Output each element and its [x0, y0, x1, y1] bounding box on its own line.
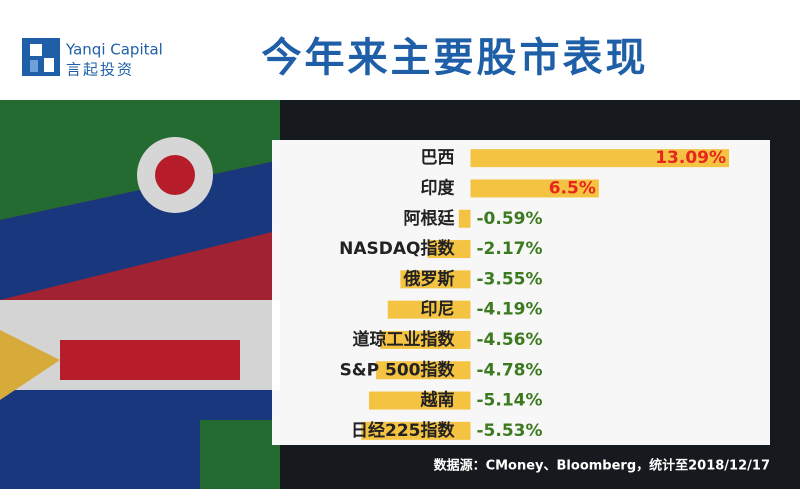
value-label: -4.78%: [477, 360, 543, 380]
value-label: 6.5%: [549, 178, 596, 198]
category-label: 俄罗斯: [403, 268, 455, 289]
category-label: 阿根廷: [404, 208, 456, 229]
value-label: -3.55%: [477, 269, 543, 289]
category-label: 日经225指数: [351, 420, 455, 441]
value-label: 13.09%: [655, 148, 726, 168]
category-label: 巴西: [421, 148, 455, 168]
category-label: 道琼工业指数: [353, 329, 456, 350]
value-label: -4.56%: [477, 330, 543, 350]
bar: [368, 391, 471, 410]
bar: [427, 240, 471, 259]
bar: [470, 179, 599, 198]
bar: [380, 330, 471, 349]
category-label: 印尼: [421, 300, 455, 320]
bar: [361, 421, 471, 440]
chart-title: 今年来主要股市表现: [262, 35, 649, 81]
logo-icon: [22, 38, 60, 76]
logo-subtitle: 言起投资: [66, 61, 134, 79]
bar: [387, 300, 471, 319]
bar: [376, 361, 471, 380]
category-label: 印度: [421, 177, 456, 198]
category-label: S&P 500指数: [340, 359, 456, 380]
logo-name: Yanqi Capital: [65, 41, 163, 59]
value-label: -0.59%: [477, 209, 543, 229]
category-label: NASDAQ指数: [339, 238, 455, 259]
source-note: 数据源：CMoney、Bloomberg，统计至2018/12/17: [434, 458, 770, 474]
bar: [400, 270, 471, 289]
value-label: -2.17%: [477, 239, 543, 259]
category-label: 越南: [420, 390, 455, 411]
value-label: -5.53%: [477, 421, 543, 441]
bar: [458, 209, 471, 228]
value-label: -4.19%: [477, 300, 543, 320]
bar: [470, 149, 730, 168]
value-label: -5.14%: [477, 391, 543, 411]
